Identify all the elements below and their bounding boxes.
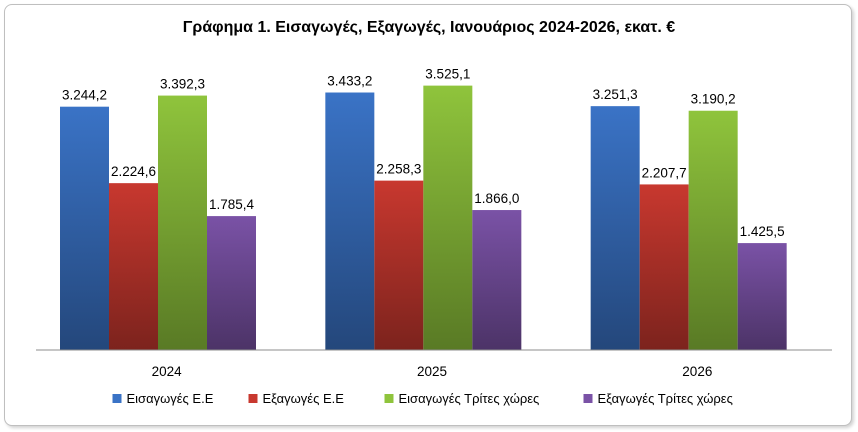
bar-2026-series-1 bbox=[590, 106, 640, 350]
legend-label-series-3: Εισαγωγές Τρίτες χώρες bbox=[399, 391, 540, 406]
bar-2025-series-2 bbox=[374, 180, 424, 350]
data-label-2025-series-2: 2.258,3 bbox=[376, 162, 421, 177]
legend-swatch-series-2 bbox=[248, 394, 258, 403]
category-label-2025: 2025 bbox=[417, 364, 447, 379]
legend-swatch-series-3 bbox=[384, 394, 394, 403]
legend-label-series-4: Εξαγωγές Τρίτες χώρες bbox=[598, 391, 733, 406]
legend-label-series-1: Εισαγωγές Ε.Ε bbox=[127, 391, 214, 406]
data-label-2025-series-1: 3.433,2 bbox=[327, 74, 372, 89]
bar-2025-series-1 bbox=[325, 92, 375, 350]
data-label-2024-series-3: 3.392,3 bbox=[160, 77, 205, 92]
legend-label-series-2: Εξαγωγές Ε.Ε bbox=[263, 391, 345, 406]
category-labels-layer: 2024 2025 2026 bbox=[152, 364, 713, 379]
bar-2025-series-3 bbox=[423, 85, 473, 351]
legend: Εισαγωγές Ε.Ε Εξαγωγές Ε.Ε Εισαγωγές Τρίτε… bbox=[112, 391, 733, 406]
category-label-2024: 2024 bbox=[152, 364, 183, 379]
category-label-2026: 2026 bbox=[682, 364, 712, 379]
chart-title: Γράφημα 1. Εισαγωγές, Εξαγωγές, Ιανουάρι… bbox=[183, 19, 675, 36]
data-label-2024-series-4: 1.785,4 bbox=[209, 197, 255, 212]
bar-2026-series-2 bbox=[639, 184, 689, 350]
bars-layer bbox=[60, 85, 787, 351]
data-label-2024-series-1: 3.244,2 bbox=[62, 88, 107, 103]
data-labels-layer: 3.244,2 2.224,6 3.392,3 1.785,4 3.433,2 2.258… bbox=[62, 67, 785, 239]
bar-2025-series-4 bbox=[472, 210, 522, 350]
data-label-2025-series-3: 3.525,1 bbox=[425, 67, 470, 82]
bar-2024-series-3 bbox=[158, 95, 207, 350]
data-label-2026-series-2: 2.207,7 bbox=[642, 165, 687, 180]
bar-2024-series-1 bbox=[60, 106, 109, 350]
bar-2024-series-2 bbox=[109, 183, 158, 350]
data-label-2026-series-1: 3.251,3 bbox=[593, 87, 638, 102]
data-label-2024-series-2: 2.224,6 bbox=[111, 164, 156, 179]
legend-swatch-series-4 bbox=[583, 394, 593, 403]
bar-2026-series-3 bbox=[688, 110, 738, 350]
bar-2024-series-4 bbox=[207, 216, 256, 350]
data-label-2026-series-4: 1.425,5 bbox=[740, 224, 785, 239]
data-label-2026-series-3: 3.190,2 bbox=[691, 92, 736, 107]
legend-swatch-series-1 bbox=[112, 394, 122, 403]
bar-2026-series-4 bbox=[737, 243, 787, 350]
data-label-2025-series-4: 1.866,0 bbox=[474, 191, 519, 206]
